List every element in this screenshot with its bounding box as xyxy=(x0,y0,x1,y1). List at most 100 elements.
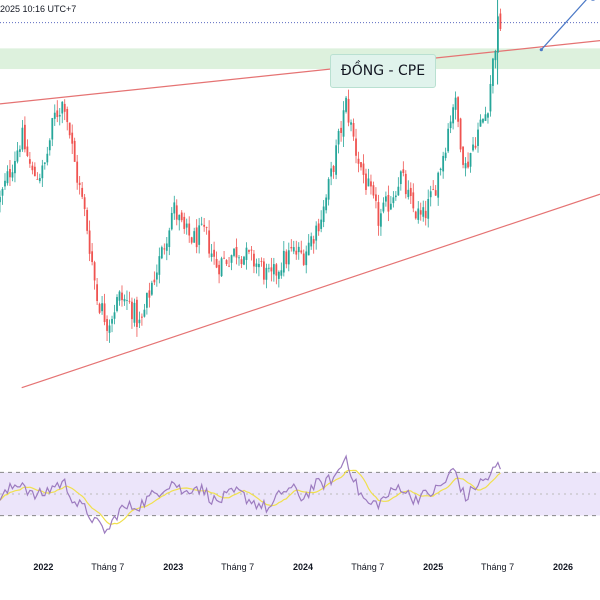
candle-body xyxy=(372,185,375,196)
candle-body xyxy=(267,267,270,269)
candle-body xyxy=(93,262,96,281)
candle-body xyxy=(228,265,230,267)
candle-body xyxy=(489,83,492,112)
candle-body xyxy=(300,250,303,253)
candle-body xyxy=(250,249,253,251)
candle-body xyxy=(375,194,377,201)
candle-body xyxy=(160,247,163,259)
candle-body xyxy=(245,247,248,260)
candle-body xyxy=(53,112,56,119)
candle-body xyxy=(370,181,372,187)
candle-body xyxy=(101,303,103,312)
x-axis-label: 2024 xyxy=(293,562,314,572)
candle-body xyxy=(225,260,228,265)
candle-body xyxy=(198,225,201,245)
candle-body xyxy=(347,98,350,123)
x-axis-label: 2022 xyxy=(33,562,54,572)
x-axis-label: Tháng 7 xyxy=(481,562,515,572)
lower-trendline[interactable] xyxy=(21,193,600,389)
candle-body xyxy=(479,119,482,127)
candle-body xyxy=(28,159,31,164)
candle-body xyxy=(56,110,59,118)
candle-body xyxy=(116,297,118,311)
candle-body xyxy=(240,259,243,265)
candle-body xyxy=(312,239,315,244)
candle-body xyxy=(454,97,457,110)
candle-body xyxy=(61,101,64,114)
candle-body xyxy=(255,263,258,267)
candle-body xyxy=(31,165,34,171)
candle-body xyxy=(63,103,66,112)
candle-body xyxy=(399,171,402,185)
forecast-arrow-tag[interactable] xyxy=(590,0,596,1)
candle-body xyxy=(494,50,497,61)
candle-body xyxy=(14,161,16,174)
candle-body xyxy=(230,255,233,263)
candle-body xyxy=(342,110,345,137)
candle-body xyxy=(81,187,84,197)
candle-body xyxy=(429,191,432,198)
candle-body xyxy=(260,261,263,262)
candle-body xyxy=(78,182,81,186)
candle-body xyxy=(315,225,318,241)
candle-body xyxy=(103,303,106,323)
forecast-arrow[interactable] xyxy=(540,0,589,51)
candle-body xyxy=(108,325,111,333)
candle-body xyxy=(330,168,333,177)
candle-body xyxy=(150,282,153,295)
candle-body xyxy=(96,284,98,302)
candle-body xyxy=(51,118,54,140)
candle-body xyxy=(437,172,440,198)
candle-body xyxy=(178,214,181,221)
candle-body xyxy=(414,211,417,219)
x-axis-label: 2023 xyxy=(163,562,184,572)
candle-body xyxy=(263,261,265,280)
candle-body xyxy=(332,166,335,172)
candle-body xyxy=(233,248,235,256)
candle-body xyxy=(447,128,450,152)
candle-body xyxy=(253,253,255,267)
forecast-arrow-start xyxy=(539,48,543,52)
candle-body xyxy=(145,292,148,308)
candle-body xyxy=(389,203,392,210)
candle-body xyxy=(9,169,11,178)
candle-body xyxy=(387,194,390,212)
candle-body xyxy=(153,279,156,283)
candle-body xyxy=(131,301,133,320)
candle-body xyxy=(419,210,422,215)
candle-body xyxy=(360,162,362,168)
candle-body xyxy=(275,264,278,276)
candle-body xyxy=(155,272,158,280)
candle-body xyxy=(165,243,168,251)
candle-body xyxy=(290,246,293,249)
candle-body xyxy=(0,197,1,203)
candle-body xyxy=(427,198,430,219)
upper-trendline[interactable] xyxy=(0,40,600,105)
candle-body xyxy=(48,140,51,151)
candle-body xyxy=(173,202,176,214)
candle-body xyxy=(434,190,437,196)
candle-body xyxy=(126,300,128,301)
candle-body xyxy=(41,165,44,179)
candle-body xyxy=(106,319,108,331)
candle-body xyxy=(111,318,113,324)
chart-timestamp: 2025 10:16 UTC+7 xyxy=(0,4,77,14)
candle-body xyxy=(163,248,166,250)
candle-body xyxy=(141,316,143,318)
rsi-ma-line xyxy=(0,469,501,525)
candle-body xyxy=(71,132,74,144)
candle-body xyxy=(382,202,385,212)
candle-body xyxy=(365,173,367,190)
candle-body xyxy=(305,251,308,266)
candle-body xyxy=(258,263,260,268)
candle-body xyxy=(58,114,61,117)
candle-body xyxy=(335,145,337,175)
candle-body xyxy=(380,213,382,227)
candle-body xyxy=(91,251,94,263)
candle-body xyxy=(292,247,295,252)
resistance-zone xyxy=(0,48,600,70)
candle-body xyxy=(272,264,275,275)
candle-body xyxy=(11,172,14,178)
candle-body xyxy=(367,178,370,187)
